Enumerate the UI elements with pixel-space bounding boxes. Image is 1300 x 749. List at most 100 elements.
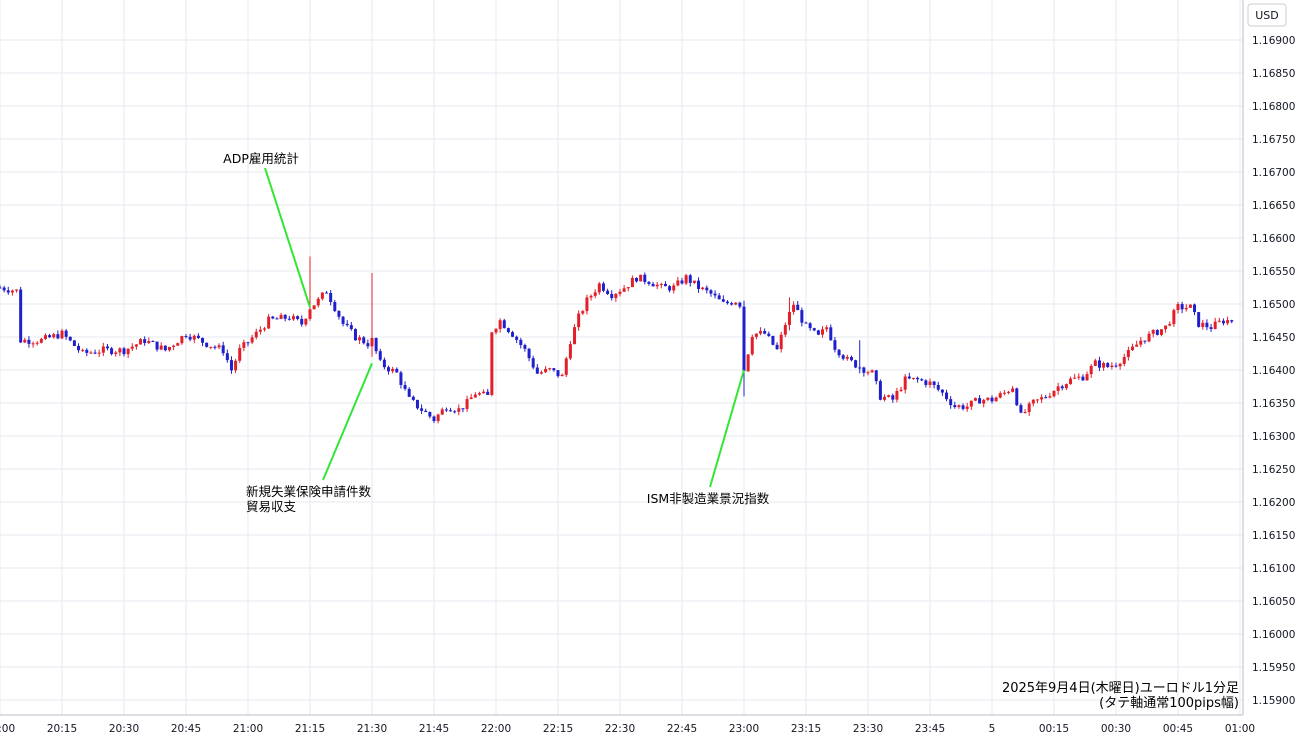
candle-down (990, 395, 994, 404)
candle-down (738, 301, 742, 309)
candle-body (626, 287, 630, 289)
candle-body (130, 346, 134, 349)
candle-body (883, 396, 887, 400)
candle-up (89, 350, 93, 354)
candle-body (1180, 304, 1184, 310)
candle-body (717, 295, 721, 300)
candle-body (382, 359, 386, 368)
candle-down (403, 381, 407, 391)
time-axis[interactable]: 20:00 20:15 20:30 20:45 21:00 21:15 21:30 21:45… (0, 723, 1255, 735)
candle-down (742, 300, 746, 397)
candle-up (31, 341, 35, 348)
candle-body (469, 397, 473, 400)
time-tick-label: 00:15 (1039, 723, 1069, 735)
time-tick-label: 22:00 (481, 723, 511, 735)
time-tick-label: 22:15 (543, 723, 573, 735)
candle-up (866, 370, 870, 376)
candle-up (1085, 371, 1089, 381)
candle-body (27, 339, 31, 344)
price-tick-label: 1.15950 (1252, 662, 1295, 674)
candle-body (680, 280, 684, 284)
candle-body (759, 331, 763, 334)
candle-body (143, 339, 147, 344)
candle-body (192, 335, 196, 340)
candle-up (965, 402, 969, 412)
candle-up (1213, 317, 1217, 330)
candle-down (721, 295, 725, 303)
currency-badge[interactable]: USD (1247, 3, 1287, 27)
candle-body (697, 280, 701, 289)
candle-body (424, 410, 428, 412)
candle-down (461, 408, 465, 413)
candle-up (39, 337, 43, 344)
candle-down (1097, 356, 1101, 372)
candle-up (1073, 373, 1077, 380)
candle-body (122, 348, 126, 355)
candle-down (812, 327, 816, 332)
candle-body (775, 344, 779, 350)
candle-down (858, 340, 862, 374)
candle-up (787, 297, 791, 331)
candle-body (172, 345, 176, 347)
candle-body (539, 372, 543, 374)
candle-down (449, 407, 453, 412)
candle-body (961, 405, 965, 409)
candle-body (312, 305, 316, 310)
candle-body (978, 398, 982, 404)
candle-down (1155, 329, 1159, 336)
candle-body (85, 349, 89, 353)
candle-body (837, 349, 841, 356)
candle-up (258, 326, 262, 335)
candle-body (986, 397, 990, 400)
candle-down (221, 341, 225, 356)
candle-body (1221, 320, 1225, 324)
candle-down (213, 345, 217, 350)
candle-down (647, 280, 651, 286)
candle-body (581, 311, 585, 314)
candle-down (105, 343, 109, 351)
candle-body (1131, 346, 1135, 351)
candle-body (659, 283, 663, 285)
candle-body (213, 346, 217, 348)
candle-up (1031, 399, 1035, 407)
candle-body (568, 344, 572, 359)
price-axis[interactable]: 1.16900 1.16850 1.16800 1.16750 1.16700 1.166… (1252, 35, 1295, 707)
candle-body (779, 334, 783, 350)
candle-body (887, 395, 891, 397)
candle-down (775, 342, 779, 350)
candle-body (858, 367, 862, 369)
candle-up (217, 343, 221, 350)
candle-body (796, 304, 800, 311)
candle-up (192, 334, 196, 344)
candle-down (432, 415, 436, 424)
candle-body (903, 376, 907, 390)
candle-body (990, 397, 994, 402)
candle-down (916, 376, 920, 383)
candle-body (932, 381, 936, 385)
candle-body (1027, 403, 1031, 412)
candle-down (833, 336, 837, 353)
candle-body (515, 336, 519, 340)
candle-body (1213, 321, 1217, 329)
candle-up (969, 400, 973, 410)
candle-down (201, 337, 205, 347)
candle-body (19, 289, 23, 343)
candle-down (862, 366, 866, 377)
candle-down (796, 300, 800, 311)
candle-body (610, 294, 614, 299)
candle-down (275, 317, 279, 320)
candle-down (341, 315, 345, 327)
candle-body (655, 284, 659, 287)
candle-down (122, 346, 126, 357)
candle-up (792, 301, 796, 315)
candle-body (283, 314, 287, 319)
candle-up (263, 326, 267, 332)
candle-body (845, 356, 849, 359)
candle-down (225, 349, 229, 363)
candle-down (717, 293, 721, 300)
candle-layer (0, 256, 1234, 424)
candle-down (6, 286, 10, 295)
candle-body (229, 360, 233, 371)
candle-body (1069, 378, 1073, 385)
candle-down (1114, 362, 1118, 368)
